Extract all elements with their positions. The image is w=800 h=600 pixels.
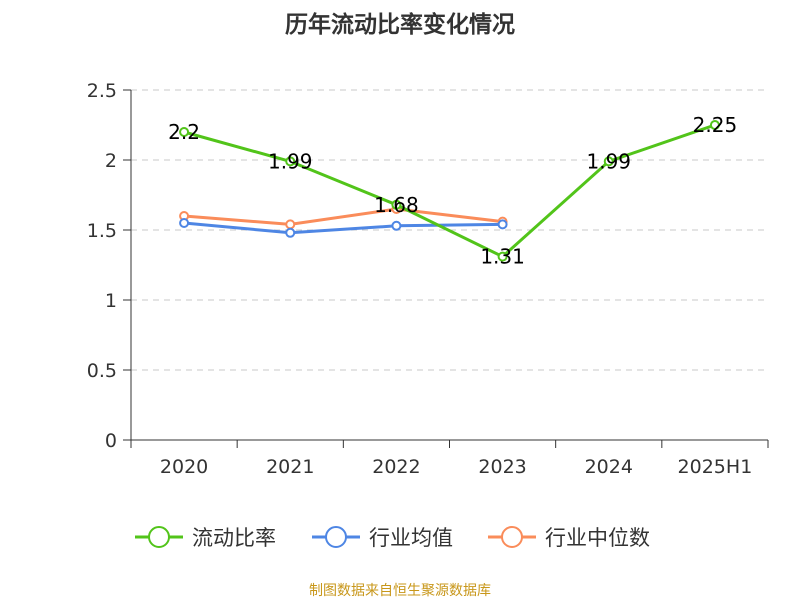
data-label: 1.99 [268,149,313,173]
legend-marker-icon [501,526,523,548]
y-tick-label: 0.5 [87,360,117,382]
data-point [179,127,190,137]
y-tick-label: 2.5 [87,80,117,102]
data-point [497,219,508,230]
data-label: 1.31 [480,245,525,269]
legend-label: 流动比率 [192,526,276,550]
data-point [709,120,720,130]
data-point [285,156,296,167]
data-point [391,220,402,231]
x-tick-label: 2022 [372,456,420,478]
legend-marker-icon [148,526,170,548]
legend-item[interactable]: 行业中位数 [488,526,650,550]
legend-item[interactable]: 行业均值 [312,526,453,550]
legend-label: 行业中位数 [545,526,650,550]
legend-label: 行业均值 [369,526,453,550]
data-point [285,227,296,238]
y-tick-label: 1 [105,290,117,312]
legend-item[interactable]: 流动比率 [135,526,276,550]
data-point [285,219,296,230]
x-tick-label: 2021 [266,456,314,478]
data-label: 1.99 [586,149,631,173]
data-point [497,251,508,262]
data-label: 1.68 [374,193,419,217]
x-tick-label: 2020 [160,456,208,478]
data-point [391,199,402,210]
x-tick-label: 2025H1 [678,456,753,478]
legend-marker-icon [325,526,347,548]
y-tick-label: 2 [105,150,117,172]
source-note: 制图数据来自恒生聚源数据库 [309,583,491,599]
data-label: 2.2 [168,120,200,144]
series-line-1 [183,221,503,235]
series-line-2 [183,207,503,226]
series-line-0 [183,123,716,259]
chart-title: 历年流动比率变化情况 [285,11,515,38]
x-tick-label: 2023 [478,456,526,478]
data-point [179,218,190,228]
y-tick-label: 1.5 [87,220,117,242]
y-tick-label: 0 [105,430,117,452]
data-point [603,156,614,167]
x-tick-label: 2024 [585,456,633,478]
data-label: 2.25 [693,113,738,137]
